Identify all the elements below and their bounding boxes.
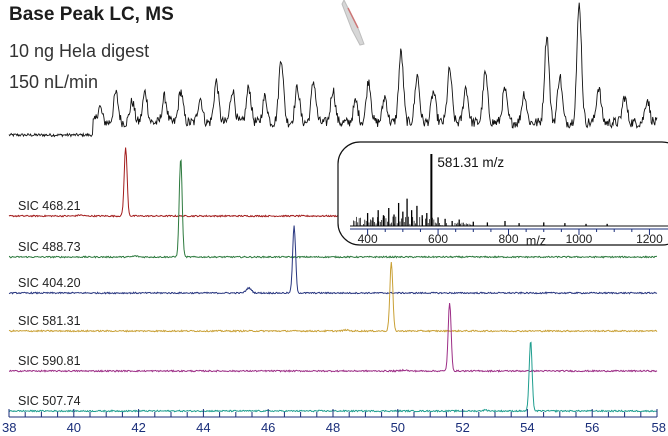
logo-mark (341, 0, 365, 46)
x-tick-label-42: 42 (131, 420, 145, 435)
ms-peak-annotation: 581.31 m/z (437, 155, 504, 170)
sic-label-0: SIC 468.21 (18, 199, 81, 213)
x-tick-label-46: 46 (261, 420, 275, 435)
ms-inset-frame (337, 141, 668, 246)
ms-inset: 400 600 800 1000 1200 m/z 581.31 m/z (337, 141, 668, 248)
chart-subtitle-line-1: 10 ng Hela digest (9, 41, 150, 61)
sic-label-5: SIC 507.74 (18, 394, 81, 408)
x-tick-label-58: 58 (652, 420, 666, 435)
sic-trace-4 (9, 302, 658, 373)
sic-trace-5 (8, 341, 658, 413)
ms-x-axis-label: m/z (526, 234, 546, 248)
chart-title: Base Peak LC, MS (9, 4, 174, 25)
chart-subtitle-line-2: 150 nL/min (9, 72, 99, 92)
sic-label-3: SIC 581.31 (18, 314, 81, 328)
sic-label-1: SIC 488.73 (18, 240, 81, 254)
x-tick-label-40: 40 (67, 420, 81, 435)
ms-tick-label-1000: 1000 (566, 232, 593, 246)
sic-trace-3 (8, 261, 658, 333)
x-tick-label-56: 56 (585, 420, 599, 435)
x-tick-label-50: 50 (391, 420, 405, 435)
sic-trace-1 (8, 158, 658, 259)
ms-tick-label-400: 400 (358, 232, 378, 246)
base-peak-trace (8, 2, 658, 138)
ms-tick-label-600: 600 (428, 232, 448, 246)
x-tick-label-38: 38 (2, 420, 16, 435)
ms-tick-label-800: 800 (499, 232, 519, 246)
ms-tick-label-1200: 1200 (636, 232, 663, 246)
x-tick-label-54: 54 (520, 420, 534, 435)
sic-label-4: SIC 590.81 (18, 354, 81, 368)
x-tick-label-48: 48 (326, 420, 340, 435)
x-tick-label-44: 44 (196, 420, 210, 435)
x-tick-label-52: 52 (455, 420, 469, 435)
sic-trace-2 (8, 225, 658, 295)
sic-label-2: SIC 404.20 (18, 276, 81, 290)
